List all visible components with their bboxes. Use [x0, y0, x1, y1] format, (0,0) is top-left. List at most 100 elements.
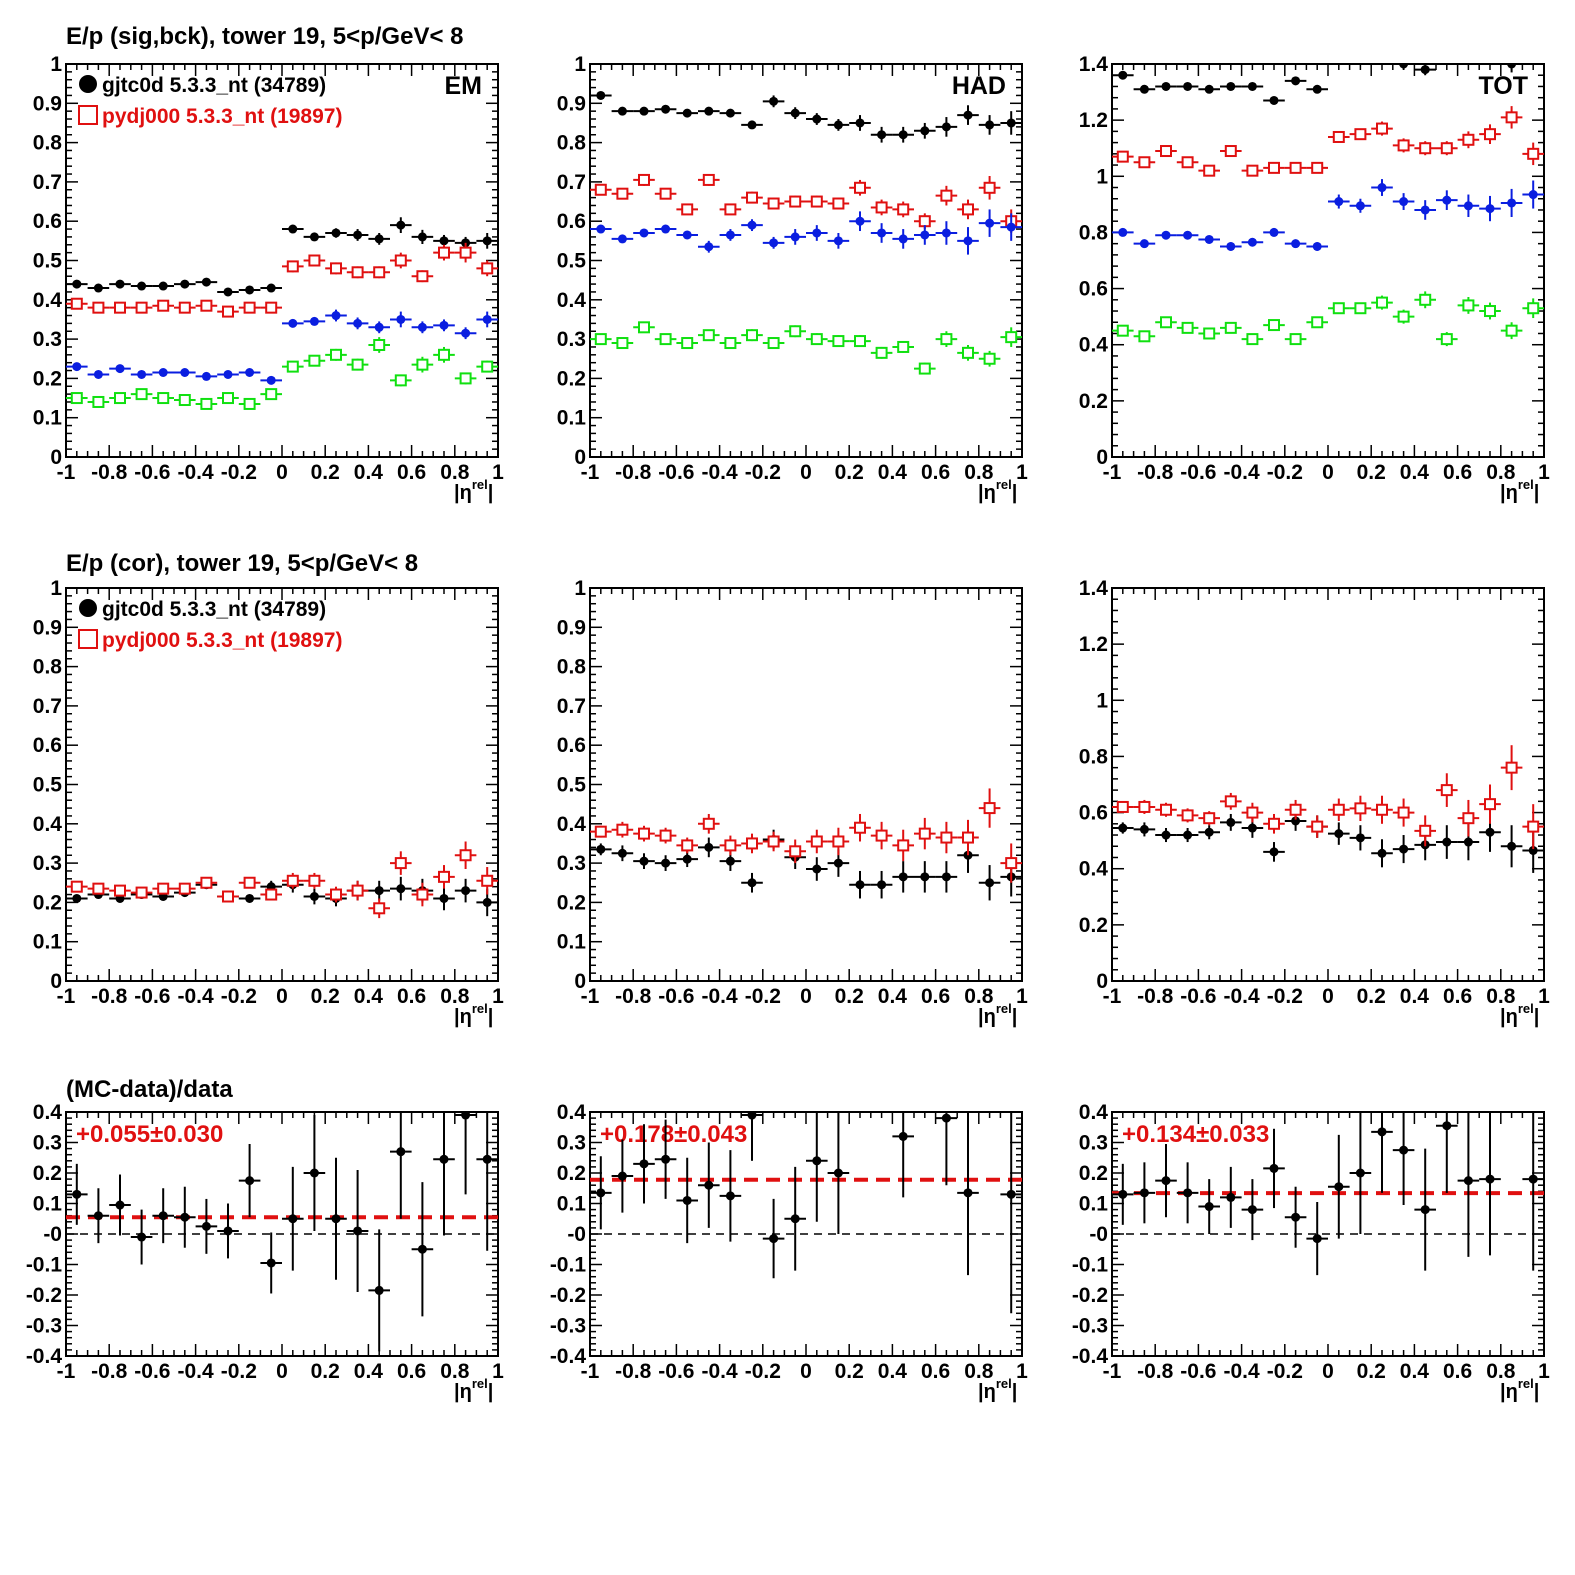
data-point [854, 821, 866, 834]
x-tick-label: -0.6 [658, 985, 694, 1008]
data-point [810, 835, 823, 848]
data-point [747, 1112, 757, 1120]
data-point [70, 880, 83, 893]
data-point [724, 337, 737, 350]
x-axis-label: |ηrel| [1500, 1376, 1539, 1403]
x-tick-label: 0.2 [835, 461, 864, 484]
data-point [70, 297, 83, 310]
y-tick-label: 1.2 [1079, 109, 1108, 132]
data-point [596, 1188, 606, 1198]
data-point [351, 358, 364, 371]
data-point [746, 837, 758, 850]
data-point [1116, 150, 1129, 163]
data-point [331, 1214, 341, 1224]
x-tick-label: 1 [1016, 461, 1028, 484]
y-tick-label: 0.8 [1079, 221, 1109, 244]
data-point [963, 236, 973, 246]
legend-entry: pydj000 5.3.3_nt (19897) [78, 629, 342, 652]
y-tick-label: 0.3 [557, 1132, 586, 1155]
data-point [222, 392, 234, 405]
x-tick-label: 0.6 [921, 985, 950, 1008]
data-point [1204, 827, 1214, 837]
x-tick-label: 0.6 [921, 461, 950, 484]
x-tick-label: 0.8 [1486, 461, 1516, 484]
data-point [222, 890, 234, 903]
data-point [639, 106, 649, 116]
panel-r2c2: -1 -0.8 -0.6 -0.4 -0.2 0 0.2 0.4 0.6 0.8 1|ηrel|-0… [1072, 1101, 1550, 1403]
x-tick-label: -0.8 [615, 985, 652, 1008]
data-point [875, 201, 888, 214]
data-point [1399, 1145, 1409, 1155]
x-tick-label: 0.4 [878, 461, 908, 484]
x-tick-label: -0.8 [615, 461, 652, 484]
series-1 [590, 788, 1022, 883]
legend-entry: pydj000 5.3.3_nt (19897) [78, 105, 342, 128]
data-point [309, 232, 319, 242]
data-point [832, 335, 845, 348]
data-point [266, 283, 276, 293]
data-point [767, 835, 780, 848]
x-tick-label: 0.6 [397, 1360, 426, 1383]
x-tick-label: -0.6 [658, 1360, 694, 1383]
x-tick-label: -0.2 [221, 1360, 257, 1383]
data-point [1269, 227, 1279, 237]
panel-r0c0: -1 -0.8 -0.6 -0.4 -0.2 0 0.2 0.4 0.6 0.8 1|ηrel|00… [33, 53, 504, 504]
y-tick-label: 0.2 [557, 1162, 586, 1185]
data-point [92, 301, 105, 314]
y-tick-label: 0.1 [33, 407, 63, 430]
data-point [810, 333, 823, 346]
y-tick-label: 0.2 [557, 367, 586, 390]
x-axis-label-sup: rel [996, 1001, 1012, 1016]
data-point [114, 884, 126, 897]
y-tick-label: 1.4 [1079, 577, 1109, 600]
panel-corner-label: TOT [1478, 72, 1528, 100]
y-tick-label: 0.3 [33, 1132, 62, 1155]
data-point [1527, 302, 1540, 315]
series-0 [66, 1112, 498, 1352]
data-point [200, 397, 213, 410]
data-point [135, 886, 148, 899]
data-point [330, 888, 342, 901]
data-point [481, 262, 494, 275]
data-point [1419, 824, 1432, 837]
data-point [661, 858, 671, 868]
data-point [1246, 333, 1259, 346]
x-tick-label: 0.4 [878, 985, 908, 1008]
data-point [1139, 824, 1149, 834]
data-point [1332, 803, 1345, 816]
y-tick-label: 1.2 [1079, 633, 1108, 656]
y-tick-label: 0.5 [33, 250, 63, 273]
data-point [659, 187, 672, 200]
data-point [1354, 128, 1367, 141]
data-point [1442, 837, 1452, 847]
x-tick-label: 0.4 [1400, 985, 1430, 1008]
y-tick-label: 0.8 [1079, 745, 1109, 768]
data-point [1419, 293, 1432, 306]
data-point [1269, 95, 1279, 105]
data-point [439, 320, 449, 330]
data-point [747, 120, 757, 130]
data-point [1484, 128, 1496, 141]
x-tick-label: -0.2 [1267, 1360, 1303, 1383]
data-point [1116, 800, 1129, 813]
data-point [638, 321, 650, 334]
data-point [353, 1226, 363, 1236]
x-tick-label: -0.4 [1224, 1360, 1261, 1383]
x-axis-label-close: | [1012, 1006, 1018, 1028]
data-point [1376, 296, 1388, 309]
data-point [661, 224, 671, 234]
y-tick-label: -0.3 [550, 1315, 586, 1338]
series-1 [66, 242, 498, 318]
x-axis-label-base: |η [454, 1381, 472, 1403]
data-point [617, 1171, 627, 1181]
y-tick-label: 0.2 [33, 1162, 62, 1185]
data-point [1139, 1188, 1149, 1198]
data-point [682, 108, 692, 118]
x-tick-label: -1 [57, 1360, 76, 1383]
data-point [810, 195, 823, 208]
data-point [115, 1200, 125, 1210]
x-tick-label: -0.8 [91, 1360, 128, 1383]
data-point [898, 234, 908, 244]
data-point [459, 849, 472, 862]
data-point [725, 230, 735, 240]
